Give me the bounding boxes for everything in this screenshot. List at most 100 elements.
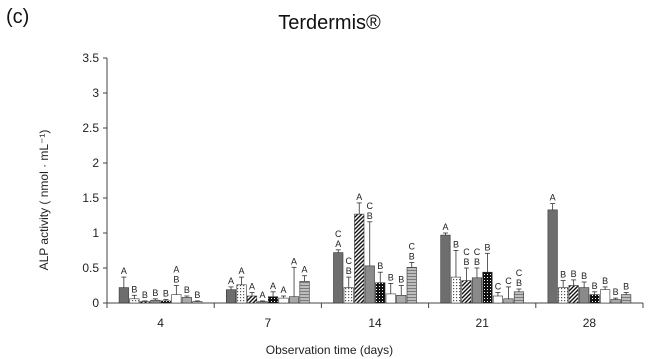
bar [579,287,590,304]
significance-letter: B [142,290,148,300]
significance-letter: B [484,242,490,252]
y-tick-label: 0 [92,296,99,310]
significance-letter: A [270,281,276,291]
bar [589,294,600,304]
significance-letter: A [442,222,448,232]
significance-letter: B [463,257,469,267]
bar [150,299,161,304]
bar [333,252,344,304]
bar [547,209,558,304]
significance-letter: B [581,271,587,281]
y-tick-label: 3.5 [82,51,99,65]
bar [288,296,300,304]
bar [267,296,279,304]
bar [343,287,354,304]
bar [278,297,289,304]
significance-letter: A [302,265,308,275]
bar [192,301,203,304]
significance-letter: C [516,268,523,278]
significance-letter: B [398,275,404,285]
panel-label: (c) [6,6,30,28]
x-axis-label: Observation time (days) [265,343,394,357]
bar [257,301,268,304]
bar [299,280,310,304]
significance-letter: B [409,251,415,261]
significance-letter: B [560,270,566,280]
bar [406,266,417,304]
significance-letter: C [367,201,374,211]
bar [568,285,579,304]
significance-letter: A [173,265,179,275]
significance-letter: B [367,211,373,221]
significance-letter: B [613,287,619,297]
bar [610,299,621,304]
bar [171,294,182,304]
significance-letter: C [346,256,353,266]
significance-letter: B [346,266,352,276]
significance-letter: A [249,282,255,292]
significance-letter: B [388,272,394,282]
significance-letter: B [184,285,190,295]
y-tick-label: 2 [92,156,99,170]
significance-letter: A [121,266,127,276]
bar [482,271,493,304]
bar [440,234,451,304]
y-tick-label: 3 [92,86,99,100]
bar [118,287,129,304]
bar [558,287,569,304]
bar [513,291,525,304]
bar [471,277,483,304]
bar [375,282,386,304]
significance-letter: C [409,241,416,251]
significance-letter: C [495,282,502,292]
significance-letter: C [505,276,512,286]
significance-letter: B [474,257,480,267]
bar [181,297,192,304]
bar [385,293,396,304]
significance-letter: A [260,290,266,300]
significance-letter: A [356,192,362,202]
y-tick-label: 1 [92,226,99,240]
significance-letter: B [131,284,137,294]
x-tick-label: 7 [264,316,271,330]
bar [236,284,247,304]
significance-letter: B [194,290,200,300]
significance-letter: B [623,282,629,292]
x-tick-label: 4 [157,316,164,330]
significance-letter: A [335,239,341,249]
bar [160,300,171,304]
bar [364,265,375,304]
bar [600,289,611,304]
bar [621,294,632,304]
bar [503,298,514,304]
x-tick-label: 14 [368,316,382,330]
bar [139,301,150,304]
significance-letter: B [163,289,169,299]
significance-letter: A [239,266,245,276]
bar [492,295,504,304]
significance-letter: B [602,276,608,286]
significance-letter: B [571,269,577,279]
significance-letter: B [592,281,598,291]
significance-letter: B [152,288,158,298]
x-tick-label: 28 [583,316,597,330]
significance-letter: A [228,276,234,286]
chart-title: Terdermis® [278,12,381,34]
bar [226,289,237,304]
significance-letter: B [516,278,522,288]
bar [129,298,140,304]
significance-letter: A [281,285,287,295]
bar [396,294,407,304]
significance-letter: B [377,261,383,271]
y-tick-label: 1.5 [82,191,99,205]
significance-letter: B [173,275,179,285]
significance-letter: A [550,193,556,203]
y-tick-label: 2.5 [82,121,99,135]
bar [354,213,365,304]
bar [450,276,462,304]
significance-letter: B [453,240,459,250]
significance-letter: C [335,229,342,239]
significance-letter: C [463,247,470,257]
y-tick-label: 0.5 [82,261,99,275]
